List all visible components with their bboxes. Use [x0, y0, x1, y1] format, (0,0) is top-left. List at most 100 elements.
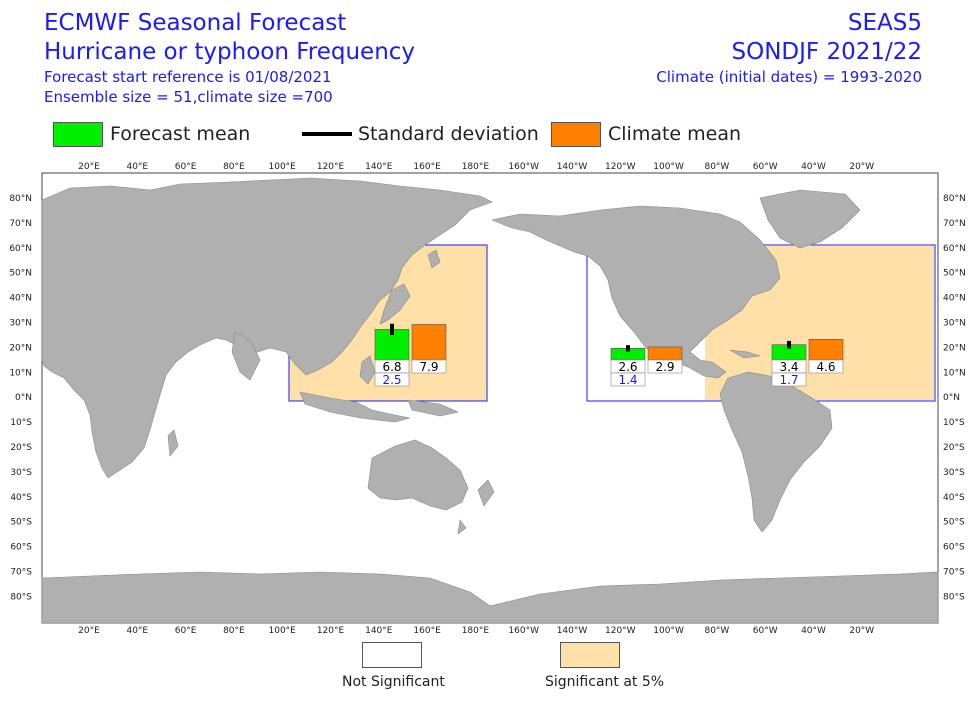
lon-tick-label: 140°E: [365, 626, 393, 636]
forecast-mean-label: Forecast mean: [110, 123, 251, 145]
lon-tick-label: 160°W: [508, 162, 539, 172]
lon-tick-label: 80°E: [223, 162, 245, 172]
lon-tick-label: 40°E: [126, 626, 148, 636]
lon-tick-label: 140°W: [557, 626, 588, 636]
lat-tick-label: 60°N: [943, 244, 966, 254]
climate-value-label: 2.9: [655, 360, 674, 374]
lat-tick-label: 50°S: [943, 518, 965, 528]
lat-tick-label: 10°S: [943, 418, 965, 428]
land: [41, 177, 939, 624]
lat-tick-label: 80°N: [9, 194, 32, 204]
lon-tick-label: 60°W: [753, 162, 778, 172]
lon-tick-label: 60°E: [175, 162, 197, 172]
sd-value-box: [610, 372, 646, 387]
climate-value-box: [411, 359, 447, 374]
lon-tick-label: 160°E: [413, 626, 441, 636]
climate-value-box: [808, 359, 844, 374]
climate-period: Climate (initial dates) = 1993-2020: [656, 68, 922, 86]
lat-tick-label: 70°S: [943, 568, 965, 578]
system-name: SEAS5: [847, 10, 922, 36]
not-significant-label: Not Significant: [342, 674, 445, 690]
lat-tick-label: 40°N: [9, 294, 32, 304]
std-dev-label: Standard deviation: [358, 123, 539, 145]
lat-tick-label: 10°S: [10, 418, 32, 428]
lat-tick-label: 10°N: [943, 368, 966, 378]
title-line2: Hurricane or typhoon Frequency: [44, 39, 416, 65]
lat-tick-label: 0°N: [15, 393, 32, 403]
std-dev-swatch: [302, 132, 352, 136]
sd-value-label: 1.4: [618, 373, 637, 387]
climate-value-box: [647, 359, 683, 374]
significant-swatch: [560, 642, 620, 668]
start-reference: Forecast start reference is 01/08/2021: [44, 68, 332, 86]
lat-tick-label: 40°S: [10, 493, 32, 503]
lon-tick-label: 120°W: [605, 626, 636, 636]
lat-tick-label: 20°S: [10, 443, 32, 453]
lon-tick-label: 20°W: [849, 162, 874, 172]
lat-tick-label: 70°N: [943, 219, 966, 229]
forecast-mean-swatch: [53, 122, 103, 147]
lon-tick-label: 120°W: [605, 162, 636, 172]
climate-bar: [647, 346, 683, 361]
lon-tick-label: 60°E: [175, 626, 197, 636]
lon-tick-label: 180°E: [462, 626, 490, 636]
lat-tick-label: 40°S: [943, 493, 965, 503]
sd-value-label: 1.7: [779, 373, 798, 387]
lon-tick-label: 140°W: [557, 162, 588, 172]
not-significant-swatch: [362, 642, 422, 668]
lon-tick-label: 100°W: [653, 162, 684, 172]
lat-tick-label: 60°S: [10, 543, 32, 553]
lon-tick-label: 80°E: [223, 626, 245, 636]
climate-value-label: 4.6: [816, 360, 835, 374]
lat-tick-label: 50°S: [10, 518, 32, 528]
lat-tick-label: 50°N: [943, 269, 966, 279]
forecast-value-label: 3.4: [779, 360, 798, 374]
significant-label: Significant at 5%: [545, 674, 665, 690]
latitude-labels-left: 80°N 70°N 60°N 50°N 40°N 30°N 20°N 10°N 0°N 10°S 2…: [9, 194, 32, 602]
lon-tick-label: 120°E: [317, 162, 345, 172]
lon-tick-label: 160°W: [508, 626, 539, 636]
lon-tick-label: 20°E: [78, 162, 100, 172]
lat-tick-label: 70°N: [9, 219, 32, 229]
lon-tick-label: 80°W: [704, 162, 729, 172]
lon-tick-label: 20°E: [78, 626, 100, 636]
climate-mean-swatch: [551, 122, 601, 147]
lon-tick-label: 40°W: [801, 162, 826, 172]
lat-tick-label: 40°N: [943, 294, 966, 304]
lat-tick-label: 0°N: [943, 393, 960, 403]
lon-tick-label: 120°E: [317, 626, 345, 636]
lon-tick-label: 20°W: [849, 626, 874, 636]
lat-tick-label: 10°N: [9, 368, 32, 378]
lat-tick-label: 80°S: [10, 592, 32, 602]
lat-tick-label: 70°S: [10, 568, 32, 578]
lat-tick-label: 20°S: [943, 443, 965, 453]
lat-tick-label: 20°N: [943, 343, 966, 353]
climate-bar: [808, 338, 844, 361]
climate-mean-label: Climate mean: [608, 123, 742, 145]
lon-tick-label: 180°E: [462, 162, 490, 172]
lon-tick-label: 60°W: [753, 626, 778, 636]
forecast-value-label: 6.8: [382, 360, 401, 374]
lat-tick-label: 30°N: [9, 319, 32, 329]
lon-tick-label: 40°E: [126, 162, 148, 172]
lon-tick-label: 40°W: [801, 626, 826, 636]
climate-bar: [411, 324, 447, 361]
lat-tick-label: 30°N: [943, 319, 966, 329]
lat-tick-label: 60°S: [943, 543, 965, 553]
climate-value-label: 7.9: [419, 360, 438, 374]
lat-tick-label: 20°N: [9, 343, 32, 353]
lat-tick-label: 30°S: [943, 468, 965, 478]
lat-tick-label: 30°S: [10, 468, 32, 478]
ensemble-size: Ensemble size = 51,climate size =700: [44, 88, 333, 106]
lon-tick-label: 100°E: [269, 162, 297, 172]
lat-tick-label: 80°N: [943, 194, 966, 204]
season: SONDJF 2021/22: [731, 39, 923, 65]
lon-tick-label: 100°W: [653, 626, 684, 636]
sd-value-box: [374, 372, 410, 387]
sd-value-label: 2.5: [382, 373, 401, 387]
title-line1: ECMWF Seasonal Forecast: [44, 10, 347, 36]
lon-tick-label: 140°E: [365, 162, 393, 172]
latitude-labels-right: 80°N 70°N 60°N 50°N 40°N 30°N 20°N 10°N 0°N 10°S 2…: [943, 194, 966, 602]
lat-tick-label: 60°N: [9, 244, 32, 254]
